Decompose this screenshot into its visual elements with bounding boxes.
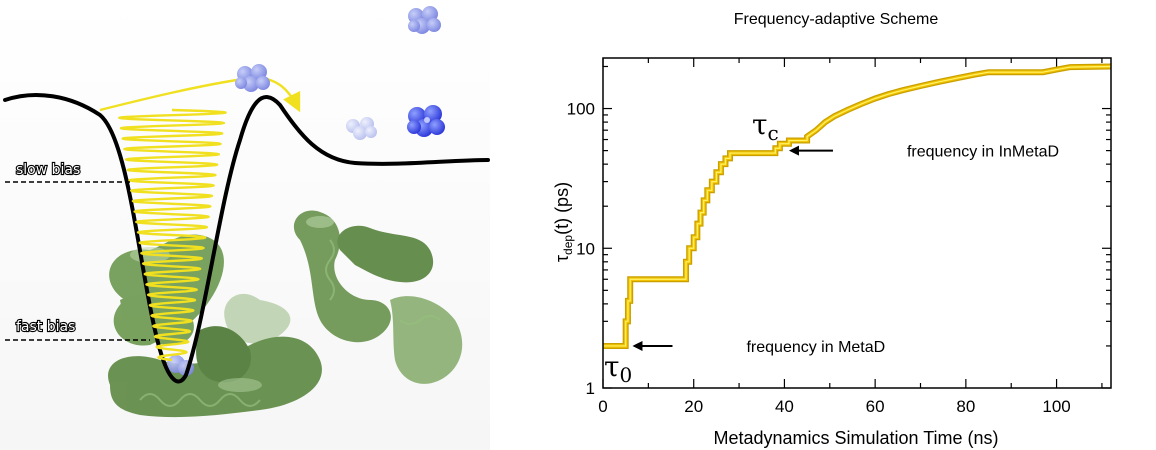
annotation-label: frequency in InMetaD (907, 144, 1059, 161)
x-tick-label: 60 (866, 397, 885, 416)
x-axis: 0 20 40 60 80 100 (598, 58, 1103, 416)
tau0-label: τ0 (604, 350, 632, 387)
particle-cluster-icon (407, 105, 445, 137)
y-axis-label: τdep(t) (ps) (552, 182, 575, 262)
x-tick-label: 80 (956, 397, 975, 416)
plot-frame (602, 57, 1112, 389)
slow-bias-label: slow bias (16, 162, 80, 178)
annotation-arrow-head (632, 340, 643, 351)
oscillating-trajectory-icon (118, 108, 227, 362)
x-tick-label: 0 (598, 397, 607, 416)
series-layer (603, 63, 1112, 349)
free-energy-well-icon (3, 93, 490, 384)
protein-surface-icon (108, 210, 463, 418)
y-tick-label: 10 (576, 239, 595, 258)
annotations: frequency in MetaD frequency in InMetaD (632, 144, 1059, 356)
annotation-arrow-head (788, 145, 799, 156)
tauc-label: τc (752, 108, 779, 145)
particle-cluster-icon (408, 6, 441, 34)
particle-cluster-icon (235, 64, 270, 92)
chart-title: Frequency-adaptive Scheme (734, 11, 939, 28)
chart-panel: Frequency-adaptive Scheme 1 10 100 0 20 40 60… (552, 11, 1112, 448)
series-line-outline (603, 63, 1112, 349)
x-tick-label: 40 (775, 397, 794, 416)
fast-bias-label: fast bias (16, 319, 75, 335)
x-axis-label: Metadynamics Simulation Time (ns) (713, 428, 998, 448)
y-axis: 1 10 100 (567, 65, 1111, 398)
series-line-highlight (603, 65, 1112, 347)
particle-cluster-icon (346, 117, 377, 140)
illustration-panel: slow bias fast bias (0, 0, 490, 450)
annotation-label: frequency in MetaD (746, 339, 885, 356)
y-tick-label: 1 (586, 379, 595, 398)
x-tick-label: 20 (684, 397, 703, 416)
x-tick-label: 100 (1042, 397, 1070, 416)
y-tick-label: 100 (567, 100, 595, 119)
